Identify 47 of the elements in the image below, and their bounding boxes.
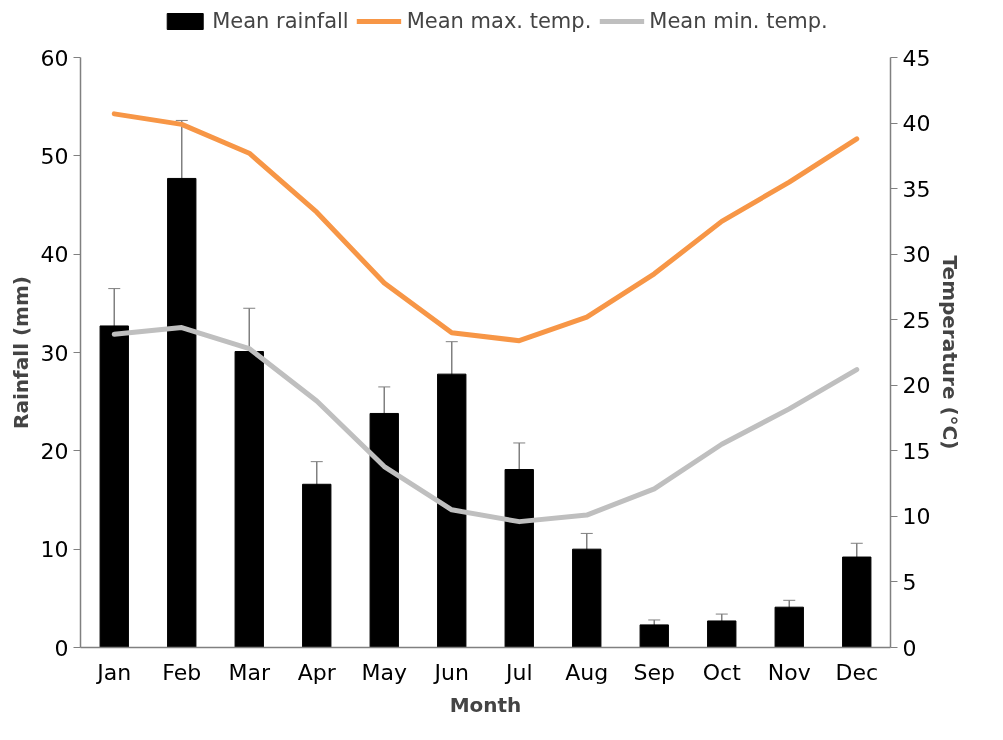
legend-label: Mean max. temp.	[406, 9, 592, 33]
y2-axis-title: Temperature (°C)	[938, 255, 963, 450]
bar	[167, 177, 197, 648]
bar	[707, 620, 737, 648]
x-tick-label: Aug	[565, 659, 609, 685]
legend-label: Mean rainfall	[212, 9, 349, 33]
y2-tick-label: 20	[902, 373, 931, 399]
bar	[774, 606, 804, 648]
x-tick-label: Jun	[432, 659, 469, 685]
y2-tick-label: 40	[902, 111, 931, 137]
bar	[437, 373, 467, 648]
x-tick-label: Dec	[835, 659, 879, 685]
x-tick-label: Oct	[702, 659, 742, 685]
bar	[572, 548, 602, 648]
y2-tick-label: 35	[902, 176, 931, 202]
y-tick-label: 30	[40, 340, 69, 366]
bar	[234, 351, 264, 648]
bar	[369, 412, 399, 648]
y2-tick-label: 30	[902, 242, 931, 268]
y2-tick-label: 10	[902, 504, 931, 530]
x-tick-label: Feb	[162, 659, 202, 685]
y-axis-title: Rainfall (mm)	[8, 276, 33, 429]
y2-tick-label: 45	[902, 45, 931, 71]
y2-tick-label: 25	[902, 307, 931, 333]
x-axis-title: Month	[449, 692, 522, 717]
bar	[639, 624, 669, 648]
x-tick-label: Jan	[95, 659, 132, 685]
x-tick-label: Sep	[633, 659, 675, 685]
y-tick-label: 20	[40, 438, 69, 464]
x-tick-label: Apr	[297, 659, 337, 685]
bar	[99, 325, 129, 648]
x-tick-label: Mar	[228, 659, 271, 685]
x-tick-label: Nov	[767, 659, 811, 685]
y-tick-label: 0	[54, 635, 69, 661]
x-tick-label: Jul	[503, 659, 533, 685]
bar	[842, 556, 872, 648]
y2-tick-label: 5	[902, 569, 917, 595]
y2-tick-label: 0	[902, 635, 917, 661]
y-tick-label: 50	[40, 143, 69, 169]
bar	[302, 483, 332, 648]
bar	[504, 469, 534, 648]
y2-tick-label: 15	[902, 438, 931, 464]
y-tick-label: 60	[40, 45, 69, 71]
x-tick-label: May	[361, 659, 407, 685]
legend-label: Mean min. temp.	[649, 9, 828, 33]
y-tick-label: 10	[40, 537, 69, 563]
y-tick-label: 40	[40, 242, 69, 268]
